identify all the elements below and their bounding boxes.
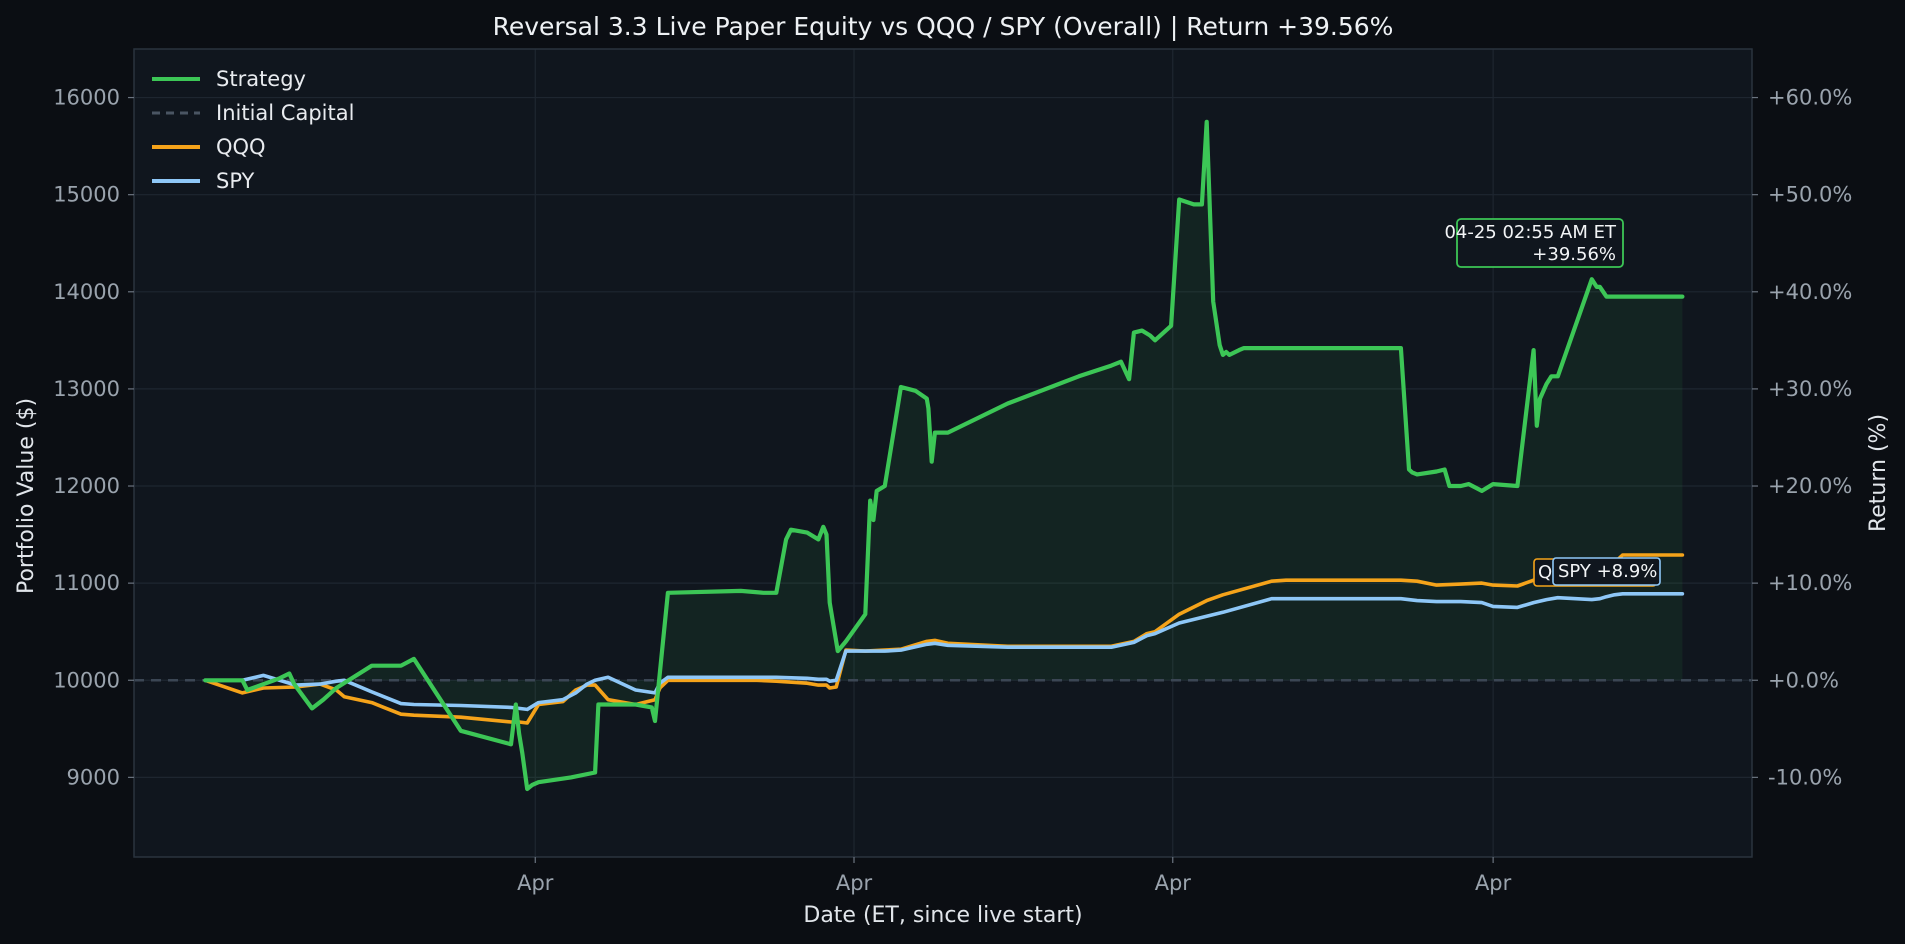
- legend-label-initial-capital: Initial Capital: [216, 101, 354, 125]
- annotation-spy-end: SPY +8.9%: [1552, 557, 1661, 586]
- y-tick-label: 11000: [53, 571, 120, 595]
- y2-tick-label: -10.0%: [1768, 765, 1842, 789]
- x-tick-label: Apr: [1155, 871, 1192, 895]
- y-tick-label: 16000: [53, 86, 120, 110]
- x-tick-label: Apr: [517, 871, 554, 895]
- annotation-spy-box: [1552, 557, 1661, 586]
- series-line-strategy: [203, 119, 1685, 792]
- y2-axis-label: Return (%): [1866, 414, 1891, 532]
- strategy-fill-layer: [205, 121, 1683, 790]
- annotation-spy-text: SPY +8.9%: [1558, 561, 1657, 582]
- annotation-strategy-end: 04-25 02:55 AM ET+39.56%: [1444, 218, 1624, 268]
- legend-label-spy: SPY: [216, 169, 255, 193]
- annotation-strategy-line2: +39.56%: [1532, 244, 1616, 265]
- strategy-area-fill: [205, 121, 1683, 790]
- annotation-strategy-box: [1456, 218, 1624, 268]
- y2-tick-label: +30.0%: [1768, 377, 1852, 401]
- axis-ticks: 9000 10000 11000 12000 13000 14000 15000 16000 -…: [53, 86, 1852, 895]
- x-axis-label: Date (ET, since live start): [803, 903, 1082, 928]
- y-tick-label: 12000: [53, 474, 120, 498]
- plot-frame: [133, 48, 1753, 858]
- end-annotations: 04-25 02:55 AM ET+39.56%QQQ +12.9%SPY +8…: [1444, 218, 1661, 587]
- legend-label-qqq: QQQ: [216, 135, 266, 159]
- y-tick-label: 13000: [53, 377, 120, 401]
- y-tick-label: 14000: [53, 280, 120, 304]
- x-tick-label: Apr: [1475, 871, 1512, 895]
- legend-label-strategy: Strategy: [216, 67, 306, 91]
- y-axis-label: Portfolio Value ($): [14, 398, 39, 594]
- series-layer: [203, 119, 1685, 792]
- y2-tick-label: +40.0%: [1768, 280, 1852, 304]
- grid: [134, 49, 1752, 857]
- series-line-spy: [203, 591, 1685, 712]
- y-tick-label: 10000: [53, 668, 120, 692]
- y-tick-label: 9000: [67, 765, 120, 789]
- y2-tick-label: +50.0%: [1768, 183, 1852, 207]
- y2-tick-label: +0.0%: [1768, 668, 1839, 692]
- x-tick-label: Apr: [836, 871, 873, 895]
- plot-area: [134, 49, 1752, 857]
- y2-tick-label: +20.0%: [1768, 474, 1852, 498]
- legend: Strategy Initial Capital QQQ SPY: [152, 67, 354, 193]
- annotation-strategy-line1: 04-25 02:55 AM ET: [1444, 222, 1617, 243]
- y2-tick-label: +10.0%: [1768, 571, 1852, 595]
- y-tick-label: 15000: [53, 183, 120, 207]
- y2-tick-label: +60.0%: [1768, 86, 1852, 110]
- chart-title: Reversal 3.3 Live Paper Equity vs QQQ / …: [493, 12, 1394, 41]
